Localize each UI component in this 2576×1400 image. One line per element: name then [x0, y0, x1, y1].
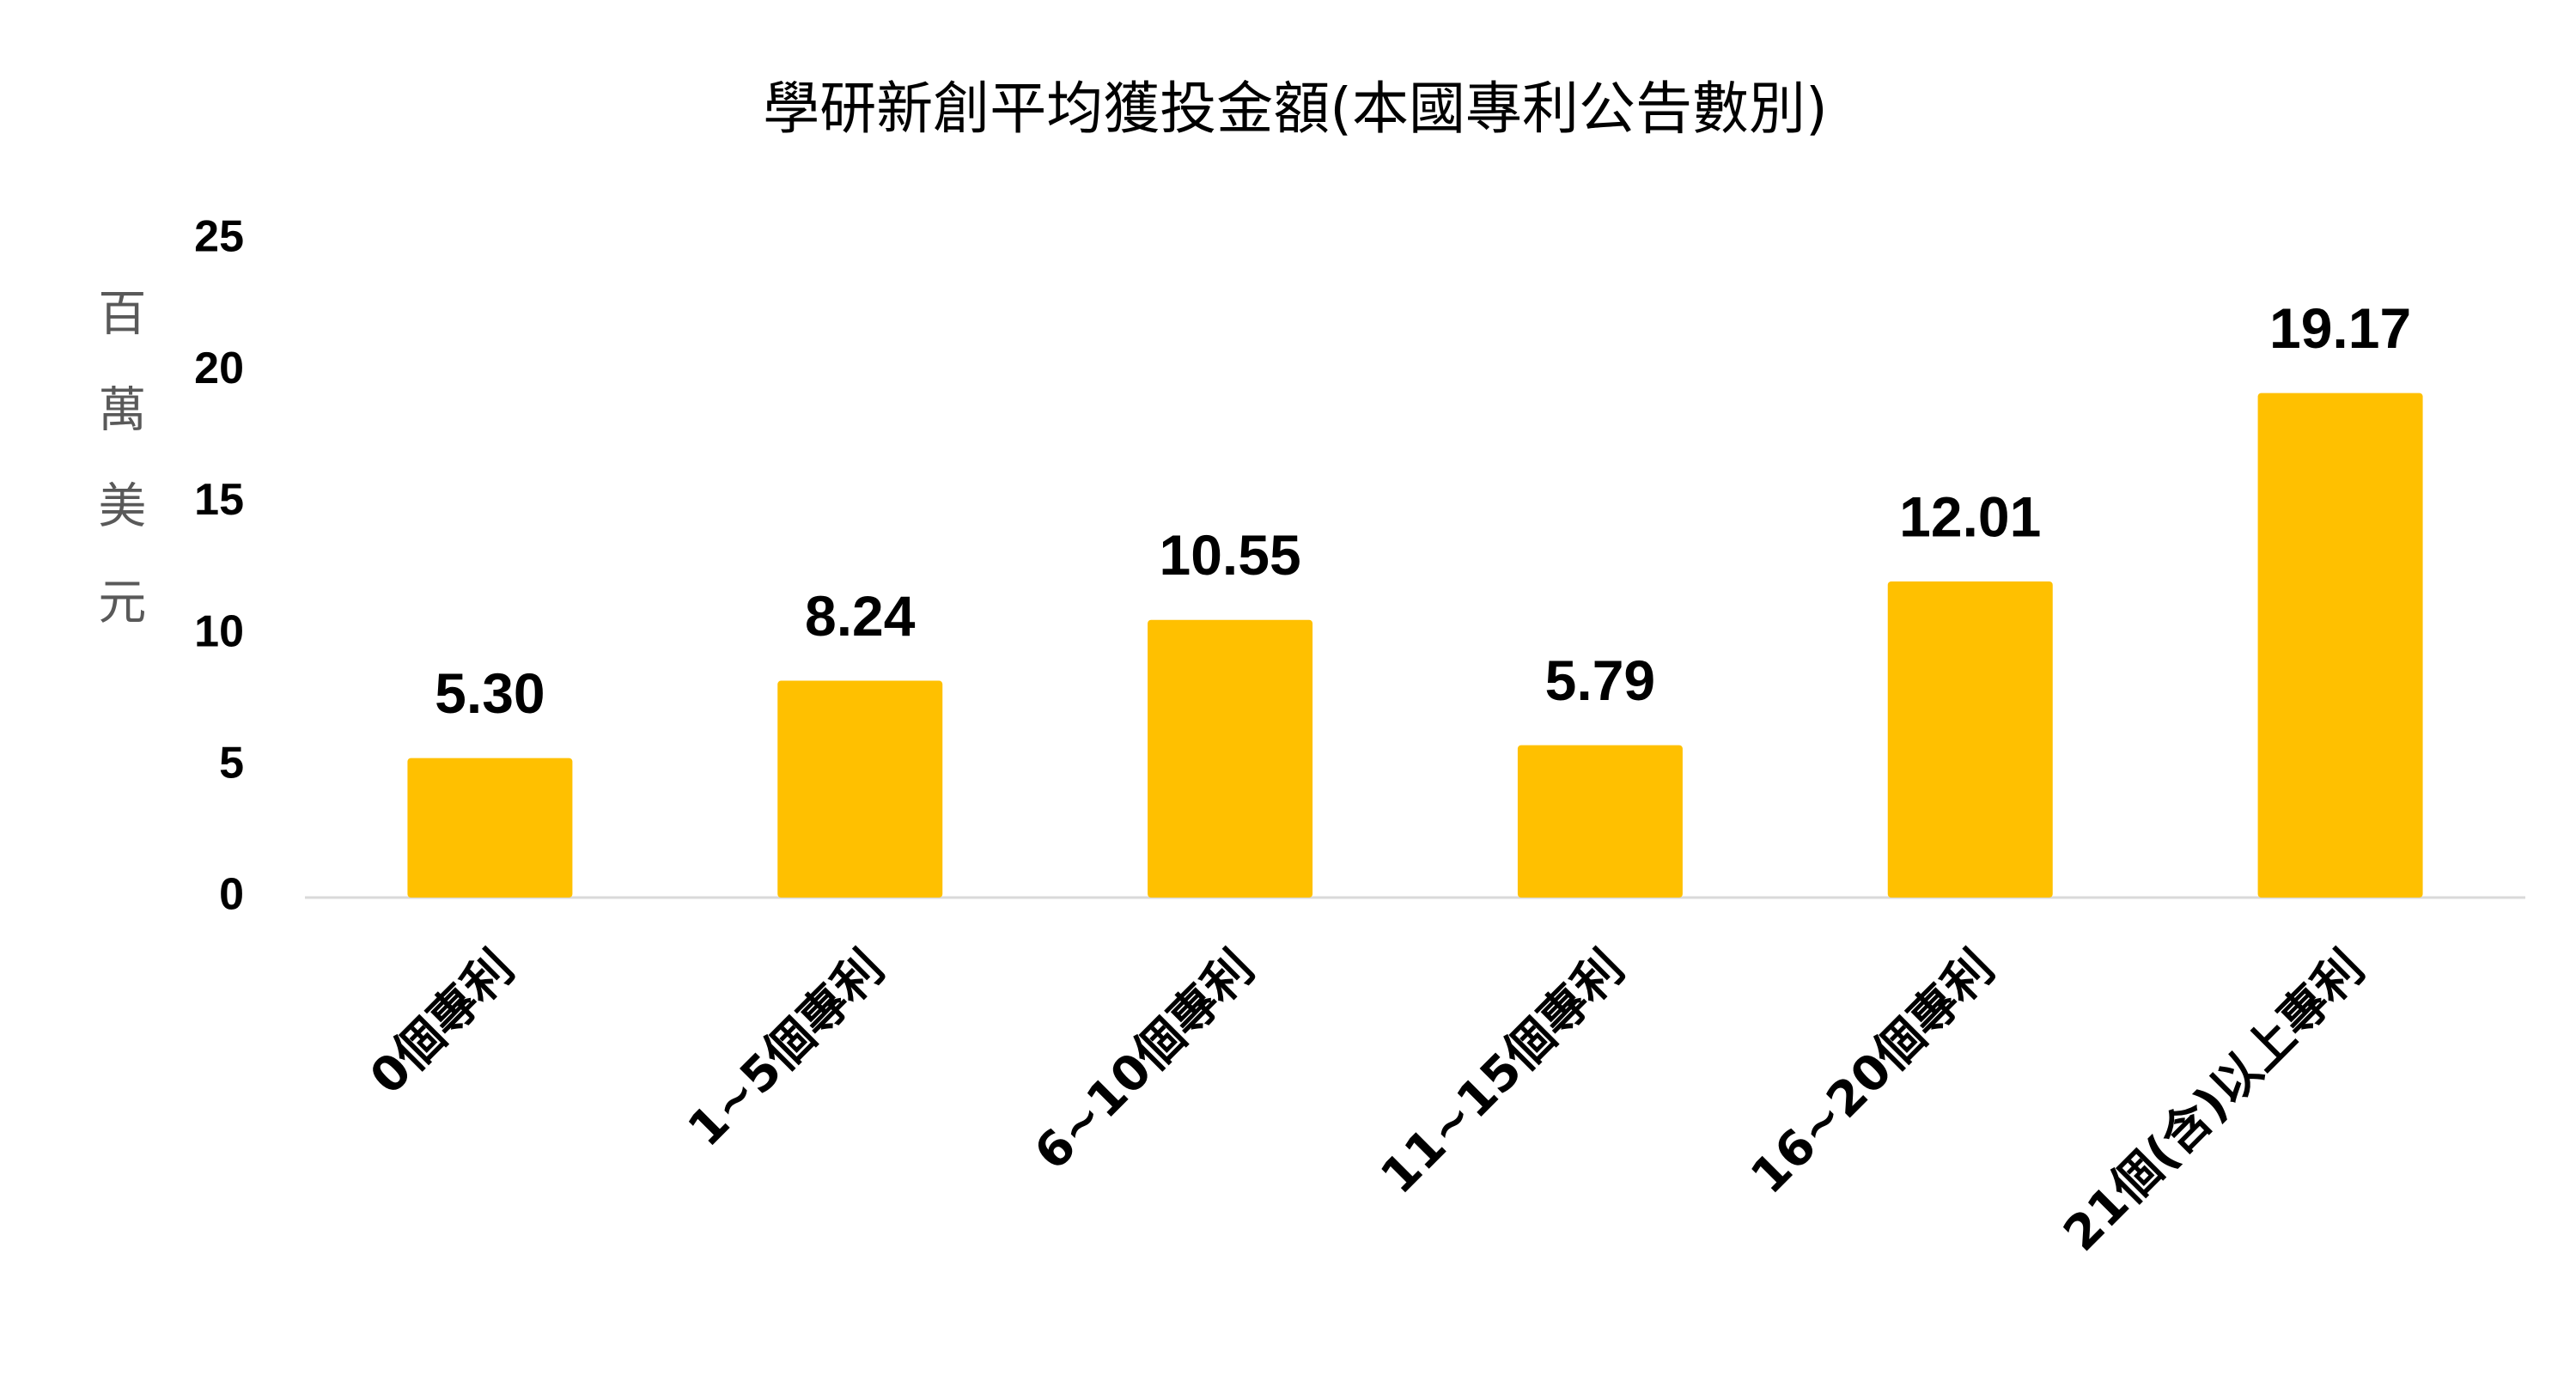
value-label: 5.79 — [1545, 648, 1655, 712]
y-tick-label: 25 — [194, 212, 244, 262]
y-tick-label: 5 — [219, 739, 244, 788]
y-axis-label: 百萬美元 — [90, 288, 146, 673]
value-label: 12.01 — [1899, 484, 2041, 548]
bar — [407, 758, 573, 898]
y-tick-label: 0 — [219, 870, 244, 920]
y-tick-label: 15 — [194, 475, 244, 525]
value-label: 5.30 — [435, 661, 545, 725]
bar — [2257, 393, 2423, 898]
y-tick-label: 10 — [194, 606, 244, 656]
value-label: 8.24 — [805, 584, 916, 648]
chart-title: 學研新創平均獲投金額(本國專利公告數別) — [763, 76, 1828, 142]
bar — [1887, 581, 2053, 898]
value-label: 19.17 — [2269, 296, 2411, 360]
value-label: 10.55 — [1159, 523, 1300, 587]
bar — [1148, 619, 1313, 898]
bar — [777, 680, 943, 898]
bar — [1517, 745, 1683, 898]
y-tick-label: 20 — [194, 344, 244, 393]
